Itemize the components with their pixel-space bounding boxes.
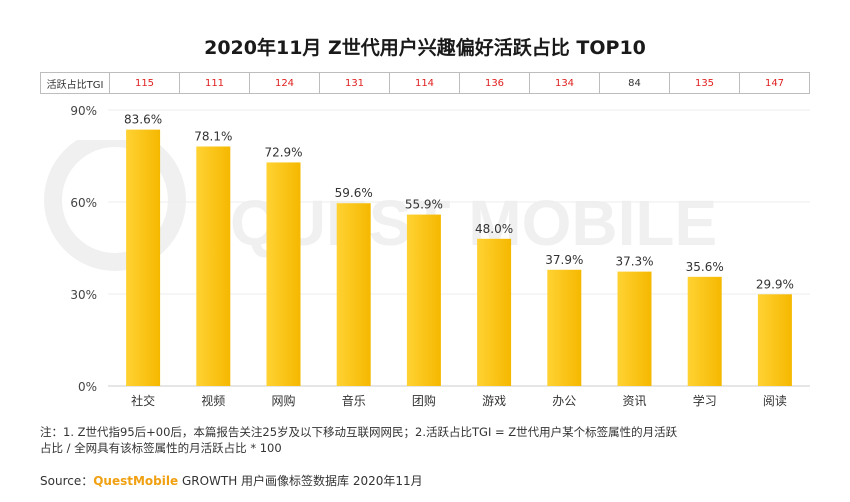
data-label: 72.9%	[264, 145, 302, 159]
tgi-cell: 134	[530, 73, 600, 93]
category-label: 资讯	[622, 394, 646, 408]
data-label: 48.0%	[475, 222, 513, 236]
footnote-line-2: 占比 / 全网具有该标签属性的月活跃占比 * 100	[40, 441, 282, 455]
category-label: 团购	[412, 393, 436, 408]
category-label: 社交	[131, 393, 155, 408]
chart-title: 2020年11月 Z世代用户兴趣偏好活跃占比 TOP10	[204, 37, 646, 59]
bar	[477, 238, 512, 386]
tgi-row-label: 活跃占比TGI	[41, 73, 110, 93]
tgi-cell: 111	[180, 73, 250, 93]
tgi-cell: 135	[670, 73, 740, 93]
data-label: 37.3%	[615, 255, 653, 269]
y-tick-label: 30%	[70, 288, 97, 302]
tgi-cell: 115	[110, 73, 180, 93]
bar-chart: 0% 30% 60% 90% 83.6% 社交 78.1% 视频 72.9% 网购 59.6% 音乐 5…	[70, 104, 810, 408]
y-tick-label: 0%	[78, 380, 97, 394]
category-label: 游戏	[482, 394, 506, 408]
bar	[126, 129, 161, 387]
bar	[266, 162, 301, 386]
source-prefix: Source：	[40, 474, 94, 488]
data-label: 78.1%	[194, 129, 232, 143]
tgi-cell: 147	[764, 77, 785, 89]
bar	[196, 146, 231, 386]
data-label: 83.6%	[124, 113, 162, 127]
bar	[757, 294, 792, 386]
category-label: 音乐	[342, 393, 366, 408]
y-tick-label: 90%	[70, 104, 97, 118]
y-tick-label: 60%	[70, 196, 97, 210]
source-line: Source：QuestMobile GROWTH 用户画像标签数据库 2020…	[40, 472, 423, 489]
data-label: 29.9%	[756, 277, 794, 291]
tgi-cells: 115 111 124 131 114 136 134 84 135 147	[110, 73, 809, 93]
bar	[617, 271, 652, 386]
footnote: 注：1. Z世代指95后+00后，本篇报告关注25岁及以下移动互联网网民；2.活…	[40, 424, 820, 456]
category-label: 网购	[271, 393, 295, 408]
category-label: 阅读	[763, 394, 787, 408]
tgi-cell: 136	[460, 73, 530, 93]
data-label: 55.9%	[405, 198, 443, 212]
data-label: 35.6%	[686, 260, 724, 274]
tgi-cell: 124	[250, 73, 320, 93]
tgi-cell: 131	[320, 73, 390, 93]
bar	[687, 276, 722, 386]
source-brand: QuestMobile	[93, 474, 179, 488]
data-label: 37.9%	[545, 253, 583, 267]
category-label: 视频	[201, 393, 225, 408]
bar	[336, 203, 371, 386]
category-label: 办公	[552, 393, 576, 408]
data-label: 59.6%	[335, 186, 373, 200]
tgi-cell: 114	[390, 73, 460, 93]
source-rest: GROWTH 用户画像标签数据库 2020年11月	[178, 474, 423, 488]
footnote-line-1: 注：1. Z世代指95后+00后，本篇报告关注25岁及以下移动互联网网民；2.活…	[40, 425, 678, 439]
tgi-table: 活跃占比TGI 115 111 124 131 114 136 134 84 135 147	[40, 72, 810, 94]
bar	[547, 269, 582, 386]
tgi-cell: 84	[600, 73, 670, 93]
bar	[406, 214, 441, 386]
category-label: 学习	[693, 393, 717, 408]
